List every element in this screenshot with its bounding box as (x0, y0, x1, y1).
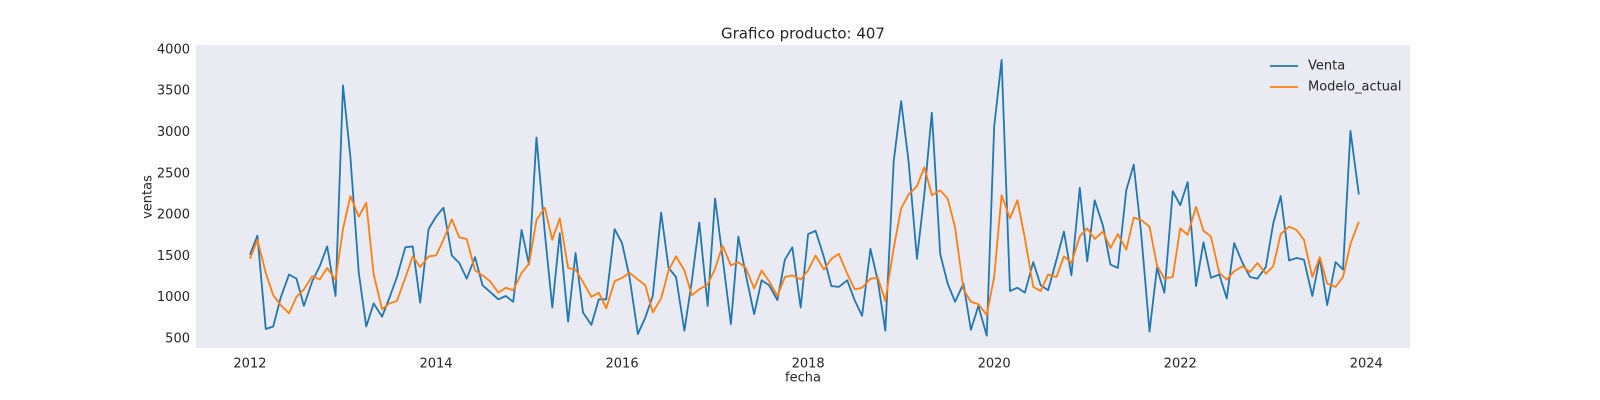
y-tick-label: 500 (165, 331, 190, 346)
x-tick-label: 2022 (1164, 357, 1197, 372)
y-tick-label: 2000 (157, 208, 190, 223)
y-tick-label: 3500 (157, 84, 190, 99)
y-tick-label: 1500 (157, 249, 190, 264)
legend-label: Modelo_actual (1308, 80, 1402, 95)
x-tick-label: 2020 (978, 357, 1011, 372)
x-tick-label: 2024 (1350, 357, 1383, 372)
x-tick-label: 2012 (233, 357, 266, 372)
legend-label: Venta (1308, 59, 1345, 74)
y-tick-label: 3000 (157, 125, 190, 140)
y-tick-label: 4000 (157, 42, 190, 57)
y-tick-label: 2500 (157, 166, 190, 181)
x-axis-label: fecha (785, 371, 821, 386)
x-tick-label: 2018 (792, 357, 825, 372)
y-axis-label: ventas (141, 175, 156, 219)
line-series (249, 58, 1360, 337)
chart-title: Grafico producto: 407 (721, 25, 885, 43)
y-tick-label: 1000 (157, 290, 190, 305)
x-tick-label: 2016 (606, 357, 639, 372)
line-series (249, 166, 1360, 316)
plot-area (196, 45, 1410, 348)
x-tick-label: 2014 (419, 357, 452, 372)
